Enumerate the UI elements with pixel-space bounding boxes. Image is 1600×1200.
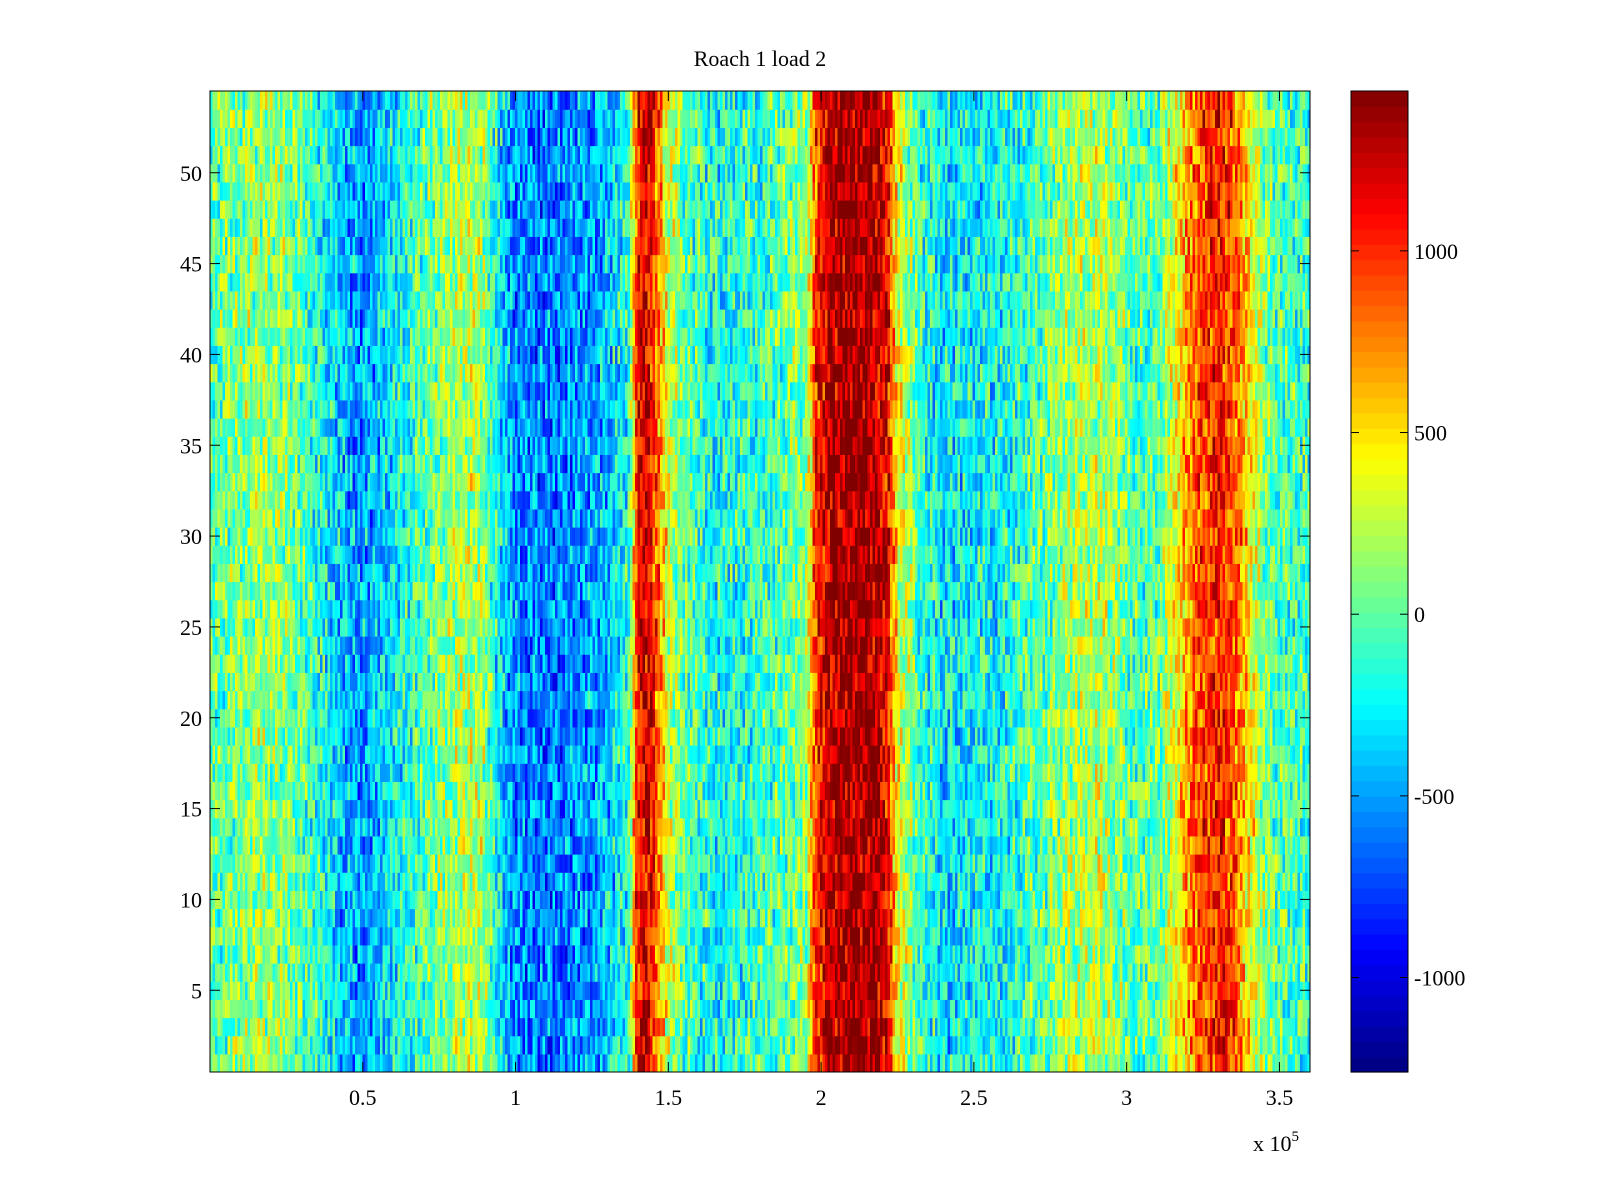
- heatmap-cells: [210, 91, 1311, 1073]
- chart-title: Roach 1 load 2: [694, 46, 827, 71]
